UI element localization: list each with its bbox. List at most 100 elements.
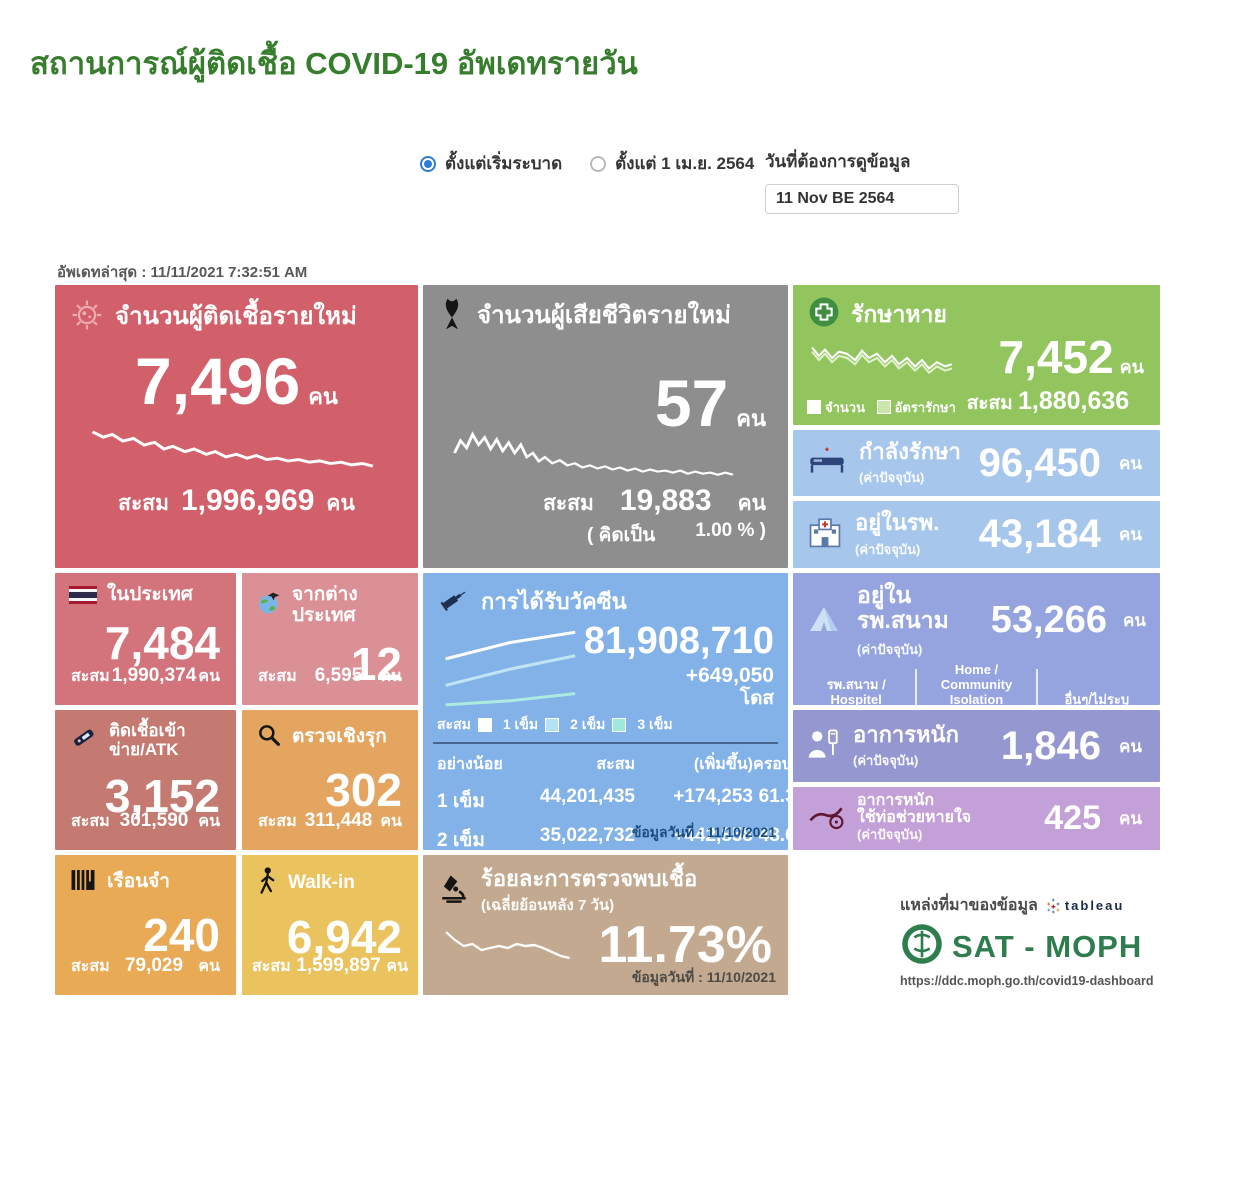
vaccine-legend: สะสม 1 เข็ม 2 เข็ม 3 เข็ม xyxy=(423,712,788,742)
deaths-cum-value: 19,883 xyxy=(619,484,712,517)
in-hospital-subtitle: (ค่าปัจจุบัน) xyxy=(855,541,921,557)
dose1-checkbox[interactable] xyxy=(477,718,492,732)
new-cases-cum-value: 1,996,969 xyxy=(180,484,315,517)
breakdown-label: รพ.สนาม / Hospitel xyxy=(826,676,886,705)
severe-unit: คน xyxy=(1119,736,1142,756)
new-cases-unit: คน xyxy=(308,384,338,409)
radio-selected-icon[interactable] xyxy=(420,155,436,172)
magnifier-icon xyxy=(256,722,282,753)
walk-in-cum-label: สะสม xyxy=(252,958,291,975)
positive-rate-sparkline xyxy=(445,931,570,960)
treating-card: กำลังรักษา (ค่าปัจจุบัน) 96,450 คน xyxy=(793,430,1160,496)
field-hospital-breakdown: รพ.สนาม / Hospitel 40,720 Home / Communi… xyxy=(793,659,1160,705)
thailand-flag-icon xyxy=(69,586,97,605)
field-hospital-title: อยู่ในรพ.สนาม xyxy=(857,582,949,634)
radio-since-april[interactable]: ตั้งแต่ 1 เม.ย. 2564 xyxy=(590,150,754,177)
vaccine-title: การได้รับวัคซีน xyxy=(481,589,627,615)
dose2-checkbox[interactable] xyxy=(545,718,560,732)
ventilator-title-line1: อาการหนัก xyxy=(857,792,935,810)
recovered-value: 7,452 xyxy=(998,331,1114,383)
radio-since-start[interactable]: ตั้งแต่เริ่มระบาด xyxy=(420,150,562,177)
table-cell: 1 เข็ม xyxy=(437,791,485,812)
abroad-card: จากต่างประเทศ 12 สะสม 6,595 คน xyxy=(242,573,418,705)
legend-rate-checkbox[interactable] xyxy=(876,399,891,414)
recovered-legend: จำนวน อัตรารักษาหาย xyxy=(807,397,967,425)
severe-value: 1,846 xyxy=(1000,723,1101,768)
breakdown-label: Home / Community Isolation xyxy=(940,661,1013,705)
deaths-sparkline xyxy=(453,431,734,476)
dose3-label: 3 เข็ม xyxy=(637,716,673,732)
domestic-card: ในประเทศ 7,484 สะสม 1,990,374 คน xyxy=(55,573,236,705)
atk-test-kit-icon xyxy=(69,724,99,757)
vaccine-trend-lines xyxy=(445,630,576,707)
deaths-cum-unit: คน xyxy=(737,492,766,515)
deaths-pct-label: ( คิดเป็น xyxy=(587,525,656,546)
domestic-cum-unit: คน xyxy=(198,668,220,685)
domestic-value: 7,484 xyxy=(104,616,220,669)
date-input[interactable] xyxy=(765,184,959,214)
vaccine-card: การได้รับวัคซีน 81,908,710 +649,050 โดส … xyxy=(423,573,788,850)
ribbon-icon xyxy=(437,297,467,336)
abroad-value: 12 xyxy=(350,637,402,690)
ventilator-unit: คน xyxy=(1119,809,1142,828)
table-cell: +442,858 xyxy=(673,825,753,846)
atk-cum-unit: คน xyxy=(198,813,220,830)
source-label: แหล่งที่มาของข้อมูล xyxy=(900,897,1038,914)
abroad-cum-unit: คน xyxy=(380,668,402,685)
radio-unselected-icon[interactable] xyxy=(590,155,607,172)
vaccine-delta: +649,050 xyxy=(685,663,774,687)
proactive-cum-unit: คน xyxy=(380,813,402,830)
field-hospital-card: อยู่ในรพ.สนาม (ค่าปัจจุบัน) 53,266 คน รพ.… xyxy=(793,573,1160,705)
new-cases-cum-unit: คน xyxy=(326,492,355,515)
in-hospital-card: อยู่ในรพ. (ค่าปัจจุบัน) 43,184 คน xyxy=(793,501,1160,568)
new-cases-cum-label: สะสม xyxy=(118,492,169,515)
radio-since-april-label: ตั้งแต่ 1 เม.ย. 2564 xyxy=(615,154,755,173)
legend-count-label: จำนวน xyxy=(825,399,865,415)
treating-value: 96,450 xyxy=(978,440,1101,485)
vaccine-col-header: ครอบคลุม xyxy=(753,756,788,773)
new-cases-value: 7,496 xyxy=(135,344,301,418)
positive-rate-title: ร้อยละการตรวจพบเชื้อ xyxy=(481,866,698,891)
severe-title: อาการหนัก xyxy=(853,721,959,747)
dose3-checkbox[interactable] xyxy=(612,718,627,732)
field-hospital-value: 53,266 xyxy=(990,599,1107,642)
severe-subtitle: (ค่าปัจจุบัน) xyxy=(853,753,919,768)
positive-rate-card: ร้อยละการตรวจพบเชื้อ (เฉลี่ยย้อนหลัง 7 ว… xyxy=(423,855,788,995)
hospital-building-icon xyxy=(807,515,843,554)
tent-icon xyxy=(807,602,847,639)
walk-in-value: 6,942 xyxy=(286,911,402,963)
positive-rate-value: 11.73% xyxy=(598,916,773,975)
prison-card: เรือนจำ 240 สะสม 79,029 คน xyxy=(55,855,236,995)
dashboard-url[interactable]: https://ddc.moph.go.th/covid19-dashboard xyxy=(900,974,1154,988)
in-hospital-unit: คน xyxy=(1119,525,1142,544)
table-cell: 44,201,435 xyxy=(539,786,635,807)
deaths-title: จำนวนผู้เสียชีวิตรายใหม่ xyxy=(477,302,731,330)
walk-in-cum-value: 1,599,897 xyxy=(296,955,381,976)
globe-plane-icon xyxy=(256,590,282,621)
page-title: สถานการณ์ผู้ติดเชื้อ COVID-19 อัพเดทรายว… xyxy=(30,46,638,81)
vaccine-total: 81,908,710 xyxy=(583,620,774,662)
recovered-sparkline xyxy=(811,346,953,374)
proactive-cum-value: 311,448 xyxy=(304,810,373,831)
abroad-cum-label: สะสม xyxy=(258,668,297,685)
vaccine-table: อย่างน้อย สะสม (เพิ่มขึ้น) ครอบคลุม 1 เข… xyxy=(423,744,788,850)
proactive-value: 302 xyxy=(325,764,402,816)
vaccine-unit: โดส xyxy=(739,687,774,709)
patient-iv-icon xyxy=(807,726,841,767)
recovered-cum: สะสม 1,880,636 คน xyxy=(967,387,1146,425)
severe-cases-card: อาการหนัก (ค่าปัจจุบัน) 1,846 คน xyxy=(793,710,1160,782)
positive-rate-title-block: ร้อยละการตรวจพบเชื้อ (เฉลี่ยย้อนหลัง 7 ว… xyxy=(481,866,698,915)
in-hospital-value: 43,184 xyxy=(978,512,1101,556)
dashboard: จำนวนผู้ติดเชื้อรายใหม่ 7,496 คน สะสม 1,9… xyxy=(55,285,1160,997)
new-cases-sparkline xyxy=(91,430,374,468)
legend-count-checkbox[interactable] xyxy=(807,399,821,414)
prison-cum-unit: คน xyxy=(198,958,220,975)
atk-cum-label: สะสม xyxy=(71,813,110,830)
proactive-testing-card: ตรวจเชิงรุก 302 สะสม 311,448 คน xyxy=(242,710,418,850)
walk-in-card: Walk-in 6,942 สะสม 1,599,897 คน xyxy=(242,855,418,995)
proactive-title: ตรวจเชิงรุก xyxy=(292,726,387,748)
sat-moph-wordmark: SAT - MOPH xyxy=(952,928,1143,964)
ventilator-title-line2: ใช้ท่อช่วยหายใจ xyxy=(857,809,972,827)
atk-value: 3,152 xyxy=(104,770,220,823)
